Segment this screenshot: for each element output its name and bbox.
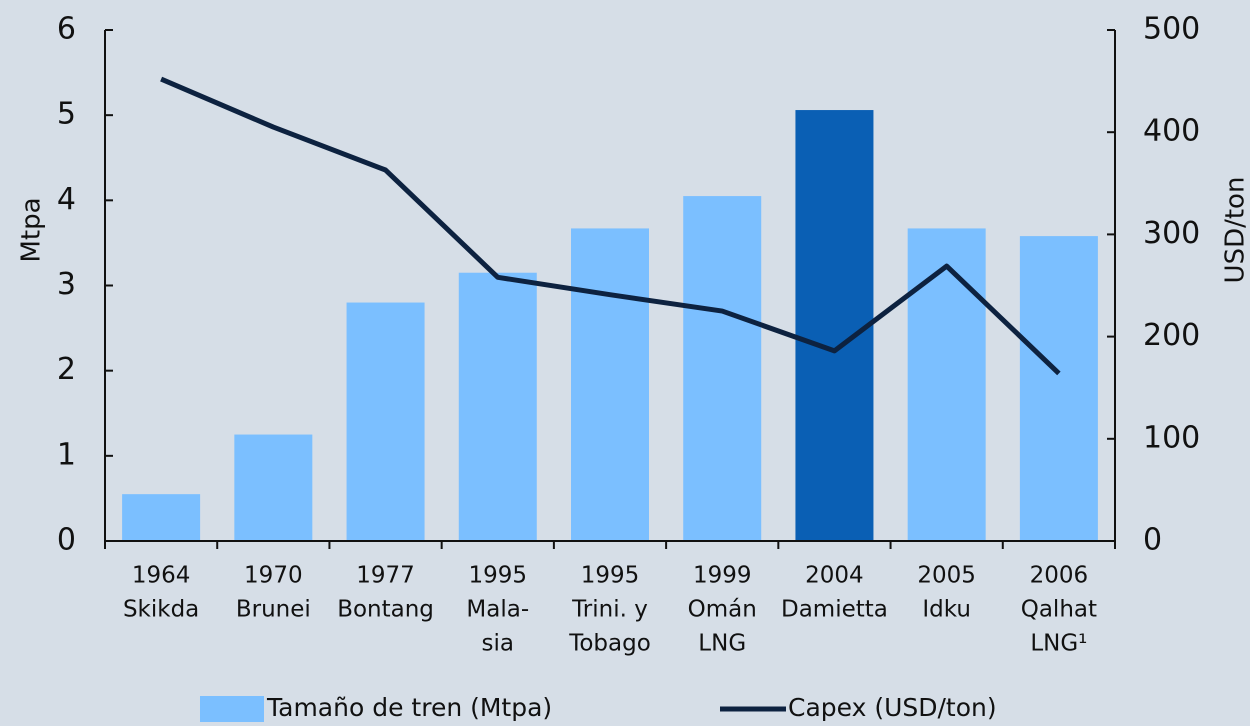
x-tick-label: Mala- (466, 597, 529, 623)
x-tick-label: Brunei (236, 597, 311, 623)
y2-axis-label: USD/ton (1221, 177, 1250, 284)
x-tick-label: 1977 (356, 563, 415, 589)
bar (234, 434, 313, 541)
y-tick-label: 4 (57, 182, 76, 217)
x-tick-label: LNG (698, 631, 746, 657)
x-tick-label: Idku (922, 597, 971, 623)
legend-label: Capex (USD/ton) (788, 693, 997, 722)
x-tick-label: Trini. y (571, 597, 648, 623)
legend-swatch (200, 696, 264, 722)
y-tick-label: 1 (57, 437, 76, 472)
x-tick-label: sia (482, 631, 514, 657)
y-tick-label: 0 (57, 523, 76, 558)
bar (571, 228, 649, 541)
y2-tick-label: 0 (1143, 523, 1162, 558)
x-tick-label: Qalhat (1021, 597, 1097, 623)
x-tick-label: Damietta (781, 597, 888, 623)
y-tick-label: 6 (57, 12, 76, 47)
x-tick-label: 2004 (805, 563, 864, 589)
x-tick-label: 1964 (132, 563, 191, 589)
y2-tick-label: 100 (1143, 420, 1200, 455)
x-tick-label: Bontang (337, 597, 434, 623)
y2-tick-label: 200 (1143, 318, 1200, 353)
x-tick-label: 1995 (581, 563, 640, 589)
capex-line (160, 76, 1061, 376)
x-tick-label: 1970 (244, 563, 303, 589)
x-tick-label: 1999 (693, 563, 752, 589)
x-tick-label: Omán (688, 597, 757, 623)
x-tick-label: 1995 (469, 563, 528, 589)
y2-tick-label: 400 (1143, 114, 1200, 149)
legend-label: Tamaño de tren (Mtpa) (266, 693, 552, 722)
bar (795, 110, 874, 541)
bar (122, 494, 201, 541)
y2-tick-label: 300 (1143, 216, 1200, 251)
y-tick-label: 2 (57, 352, 76, 387)
y-tick-label: 5 (57, 97, 76, 132)
bar (458, 272, 537, 541)
y-axis-label: Mtpa (17, 197, 47, 262)
x-tick-label: LNG¹ (1030, 631, 1087, 657)
bar (346, 302, 425, 541)
x-tick-label: Tobago (568, 631, 651, 657)
y2-tick-label: 500 (1143, 12, 1200, 47)
bar (683, 196, 762, 541)
y-tick-label: 3 (57, 267, 76, 302)
x-tick-label: 2006 (1030, 563, 1089, 589)
x-tick-label: 2005 (917, 563, 976, 589)
bar (1019, 236, 1098, 541)
bar (907, 228, 986, 541)
x-tick-label: Skikda (123, 597, 199, 623)
